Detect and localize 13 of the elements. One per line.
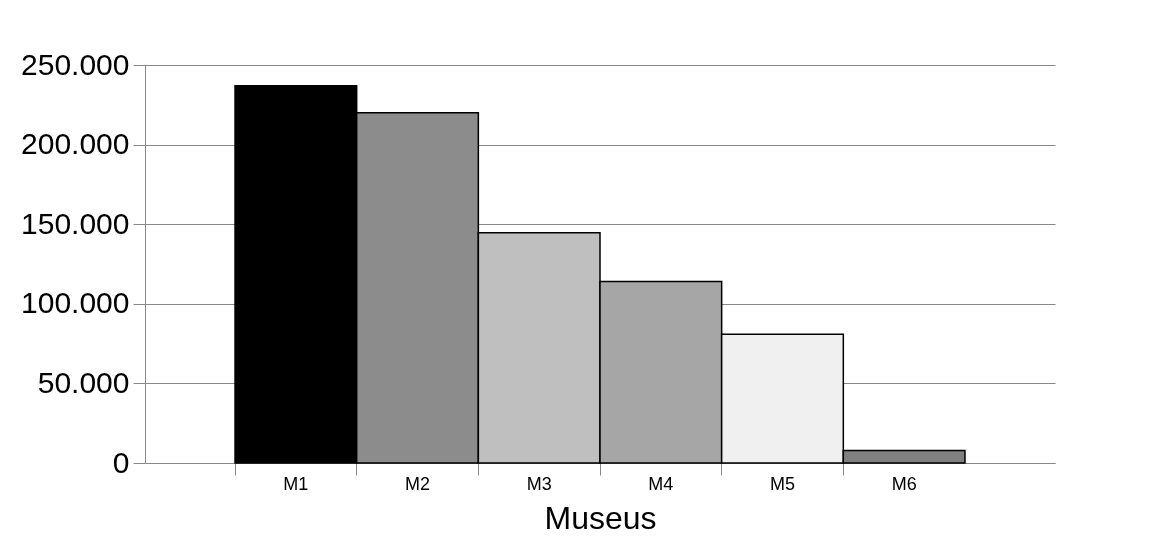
y-tick-label: 250.000: [21, 47, 130, 81]
x-tick-label: M2: [405, 473, 431, 494]
y-tick-label: 0: [112, 445, 130, 479]
x-tick-label: M3: [526, 473, 552, 494]
y-tick-label: 50.000: [37, 365, 130, 399]
y-tick-label: 100.000: [21, 286, 130, 320]
y-tick-label: 200.000: [21, 127, 130, 161]
x-axis-title: Museus: [544, 499, 657, 536]
x-tick-label: M4: [648, 473, 674, 494]
y-tick-label: 150.000: [21, 206, 130, 240]
x-tick-label: M1: [283, 473, 309, 494]
x-tick-label: M6: [891, 473, 917, 494]
x-tick-label: M5: [769, 473, 795, 494]
